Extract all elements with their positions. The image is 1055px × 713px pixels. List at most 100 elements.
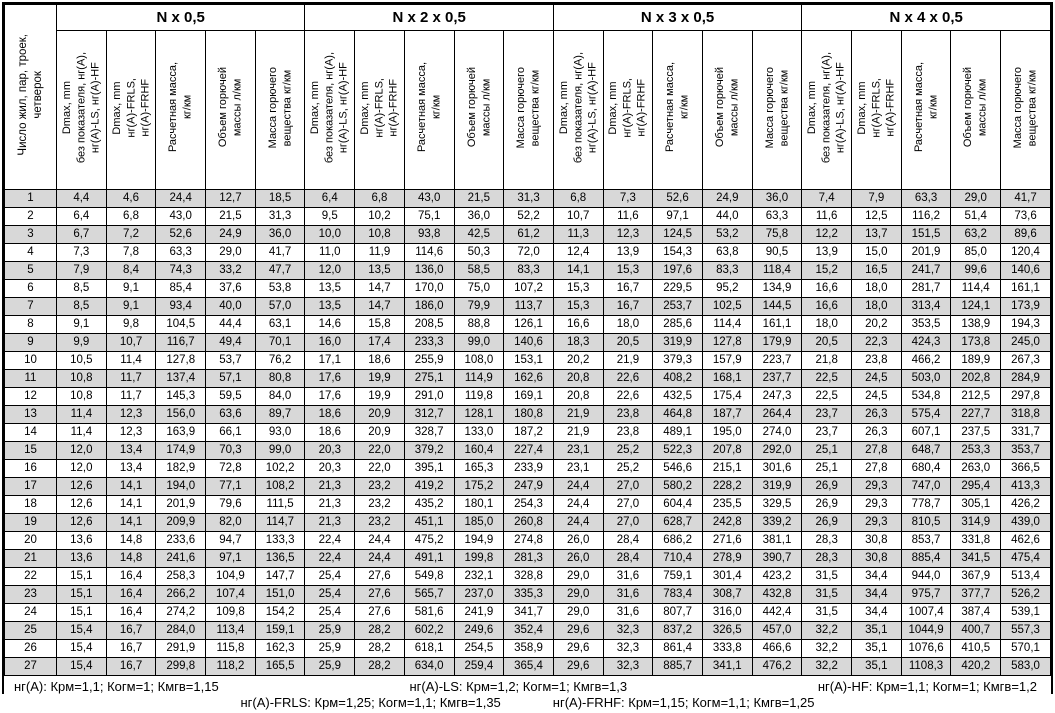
data-cell: 628,7 xyxy=(652,513,703,532)
table-row: 5 7,9 8,4 74,3 33,2 47,7 12,0 13,5 136,0 58,5 83,3… xyxy=(4,261,1051,280)
table-row: 1 4,4 4,6 24,4 12,7 18,5 6,4 6,8 43,0 21,5 31,3 6,8… xyxy=(4,189,1051,208)
data-cell: 34,4 xyxy=(851,603,902,622)
data-cell: 28,4 xyxy=(602,531,654,550)
data-cell: 10,8 xyxy=(354,225,405,244)
data-cell: 10,2 xyxy=(354,207,405,226)
data-cell: 7,2 xyxy=(105,225,157,244)
data-cell: 783,4 xyxy=(652,585,703,604)
data-cell: 335,3 xyxy=(503,585,554,604)
data-cell: 27,0 xyxy=(602,477,654,496)
data-cell: 104,5 xyxy=(155,315,207,334)
row-number-cell: 19 xyxy=(4,513,57,532)
data-cell: 11,6 xyxy=(602,207,654,226)
data-cell: 93,8 xyxy=(403,225,455,244)
table-row: 25 15,4 16,7 284,0 113,4 159,1 25,9 28,2 602,2 24… xyxy=(4,621,1051,640)
column-header-text: Dmax, mm нг(А)-FRLS, нг(А)-FRHF xyxy=(607,77,649,138)
data-cell: 241,9 xyxy=(453,603,505,622)
data-cell: 13,9 xyxy=(801,243,852,262)
row-number-cell: 25 xyxy=(4,621,57,640)
data-cell: 313,4 xyxy=(900,297,952,316)
data-cell: 25,4 xyxy=(304,567,356,586)
data-cell: 189,9 xyxy=(950,351,1002,370)
data-cell: 114,6 xyxy=(403,243,455,262)
row-number-cell: 22 xyxy=(4,567,57,586)
data-cell: 97,1 xyxy=(205,549,256,568)
table-row: 27 15,4 16,7 299,8 118,2 165,5 25,9 28,2 634,0 25… xyxy=(4,657,1051,676)
data-cell: 107,4 xyxy=(205,585,256,604)
data-cell: 16,6 xyxy=(552,315,604,334)
data-cell: 602,2 xyxy=(403,621,455,640)
data-cell: 413,3 xyxy=(1000,477,1051,496)
data-cell: 14,1 xyxy=(105,495,157,514)
data-cell: 18,6 xyxy=(304,423,356,442)
data-cell: 11,7 xyxy=(105,369,157,388)
data-cell: 16,7 xyxy=(105,657,157,676)
data-cell: 26,9 xyxy=(801,495,852,514)
data-cell: 207,8 xyxy=(701,441,753,460)
data-cell: 20,3 xyxy=(304,459,356,478)
data-cell: 395,1 xyxy=(403,459,455,478)
data-cell: 16,7 xyxy=(105,639,157,658)
data-cell: 10,8 xyxy=(56,369,107,388)
data-cell: 182,9 xyxy=(155,459,207,478)
data-cell: 43,0 xyxy=(155,207,207,226)
data-cell: 264,4 xyxy=(751,405,803,424)
data-cell: 118,4 xyxy=(751,261,803,280)
column-header: Объем горючей массы л/км xyxy=(205,30,256,190)
data-cell: 526,2 xyxy=(1000,585,1051,604)
data-cell: 10,8 xyxy=(56,387,107,406)
row-number-cell: 8 xyxy=(4,315,57,334)
data-cell: 241,6 xyxy=(155,549,207,568)
data-cell: 22,6 xyxy=(602,369,654,388)
data-cell: 175,4 xyxy=(701,387,753,406)
data-cell: 18,0 xyxy=(602,315,654,334)
data-cell: 341,7 xyxy=(503,603,554,622)
data-cell: 274,0 xyxy=(751,423,803,442)
data-cell: 194,9 xyxy=(453,531,505,550)
row-number-cell: 6 xyxy=(4,279,57,298)
data-cell: 432,5 xyxy=(652,387,703,406)
data-cell: 260,8 xyxy=(503,513,554,532)
data-cell: 14,1 xyxy=(105,477,157,496)
data-cell: 29,6 xyxy=(552,639,604,658)
column-header-text: Масса горючего вещества кг/км xyxy=(763,66,790,149)
data-cell: 274,8 xyxy=(503,531,554,550)
data-cell: 14,7 xyxy=(354,297,405,316)
data-cell: 11,0 xyxy=(304,243,356,262)
data-cell: 186,0 xyxy=(403,297,455,316)
data-cell: 160,4 xyxy=(453,441,505,460)
data-cell: 35,1 xyxy=(851,639,902,658)
data-cell: 12,3 xyxy=(602,225,654,244)
data-cell: 53,2 xyxy=(701,225,753,244)
data-cell: 285,6 xyxy=(652,315,703,334)
row-number-cell: 12 xyxy=(4,387,57,406)
data-cell: 24,4 xyxy=(354,531,405,550)
data-cell: 297,8 xyxy=(1000,387,1051,406)
data-cell: 63,2 xyxy=(950,225,1002,244)
data-cell: 99,0 xyxy=(453,333,505,352)
data-cell: 113,7 xyxy=(503,297,554,316)
data-cell: 83,3 xyxy=(503,261,554,280)
data-cell: 102,5 xyxy=(701,297,753,316)
data-cell: 476,2 xyxy=(751,657,803,676)
data-cell: 15,0 xyxy=(851,243,902,262)
data-cell: 759,1 xyxy=(652,567,703,586)
data-cell: 63,8 xyxy=(701,243,753,262)
data-cell: 70,3 xyxy=(205,441,256,460)
table-row: 24 15,1 16,4 274,2 109,8 154,2 25,4 27,6 581,6 24… xyxy=(4,603,1051,622)
table-row: 21 13,6 14,8 241,6 97,1 136,5 22,4 24,4 491,1 199… xyxy=(4,549,1051,568)
data-cell: 24,5 xyxy=(851,387,902,406)
data-cell: 581,6 xyxy=(403,603,455,622)
data-cell: 358,9 xyxy=(503,639,554,658)
data-cell: 44,0 xyxy=(701,207,753,226)
data-cell: 228,2 xyxy=(701,477,753,496)
data-cell: 575,4 xyxy=(900,405,952,424)
data-cell: 179,9 xyxy=(751,333,803,352)
data-cell: 381,1 xyxy=(751,531,803,550)
data-cell: 116,2 xyxy=(900,207,952,226)
data-cell: 97,1 xyxy=(652,207,703,226)
table-row: 16 12,0 13,4 182,9 72,8 102,2 20,3 22,0 395,1 165… xyxy=(4,459,1051,478)
corner-header-text: Число жил, пар, троек, четверок xyxy=(16,33,44,156)
data-cell: 24,9 xyxy=(701,189,753,208)
data-cell: 8,5 xyxy=(56,279,107,298)
